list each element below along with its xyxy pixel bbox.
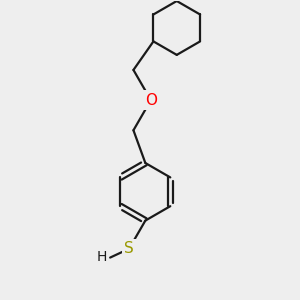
Text: H: H bbox=[97, 250, 107, 264]
Text: O: O bbox=[145, 93, 157, 108]
Text: S: S bbox=[124, 241, 134, 256]
